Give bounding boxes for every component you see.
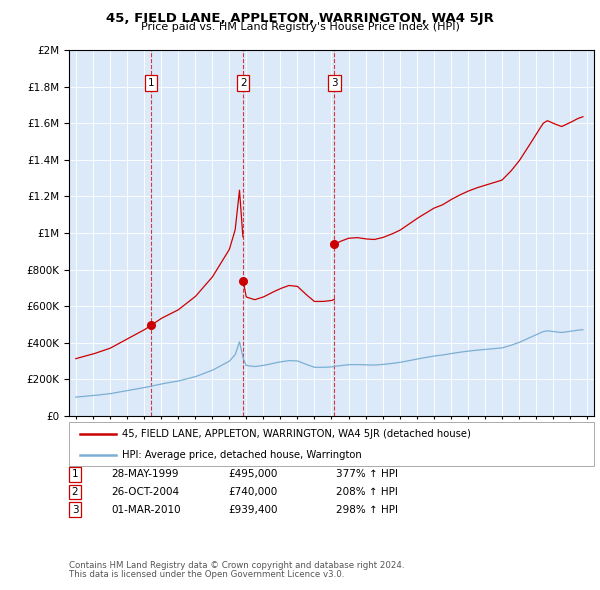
Text: Price paid vs. HM Land Registry's House Price Index (HPI): Price paid vs. HM Land Registry's House … xyxy=(140,22,460,32)
Text: 3: 3 xyxy=(71,505,79,514)
Text: HPI: Average price, detached house, Warrington: HPI: Average price, detached house, Warr… xyxy=(121,450,361,460)
Text: 1: 1 xyxy=(71,470,79,479)
Text: 377% ↑ HPI: 377% ↑ HPI xyxy=(336,470,398,479)
Text: 28-MAY-1999: 28-MAY-1999 xyxy=(111,470,179,479)
Text: This data is licensed under the Open Government Licence v3.0.: This data is licensed under the Open Gov… xyxy=(69,570,344,579)
Text: £740,000: £740,000 xyxy=(228,487,277,497)
Text: £939,400: £939,400 xyxy=(228,505,277,514)
Text: 01-MAR-2010: 01-MAR-2010 xyxy=(111,505,181,514)
Text: 298% ↑ HPI: 298% ↑ HPI xyxy=(336,505,398,514)
Text: £495,000: £495,000 xyxy=(228,470,277,479)
Text: 2: 2 xyxy=(71,487,79,497)
Text: 208% ↑ HPI: 208% ↑ HPI xyxy=(336,487,398,497)
Text: 1: 1 xyxy=(148,78,154,88)
Text: 45, FIELD LANE, APPLETON, WARRINGTON, WA4 5JR (detached house): 45, FIELD LANE, APPLETON, WARRINGTON, WA… xyxy=(121,430,470,439)
Text: 45, FIELD LANE, APPLETON, WARRINGTON, WA4 5JR: 45, FIELD LANE, APPLETON, WARRINGTON, WA… xyxy=(106,12,494,25)
FancyBboxPatch shape xyxy=(69,422,594,466)
Text: 2: 2 xyxy=(240,78,247,88)
Text: 26-OCT-2004: 26-OCT-2004 xyxy=(111,487,179,497)
Text: 3: 3 xyxy=(331,78,338,88)
Text: Contains HM Land Registry data © Crown copyright and database right 2024.: Contains HM Land Registry data © Crown c… xyxy=(69,560,404,569)
